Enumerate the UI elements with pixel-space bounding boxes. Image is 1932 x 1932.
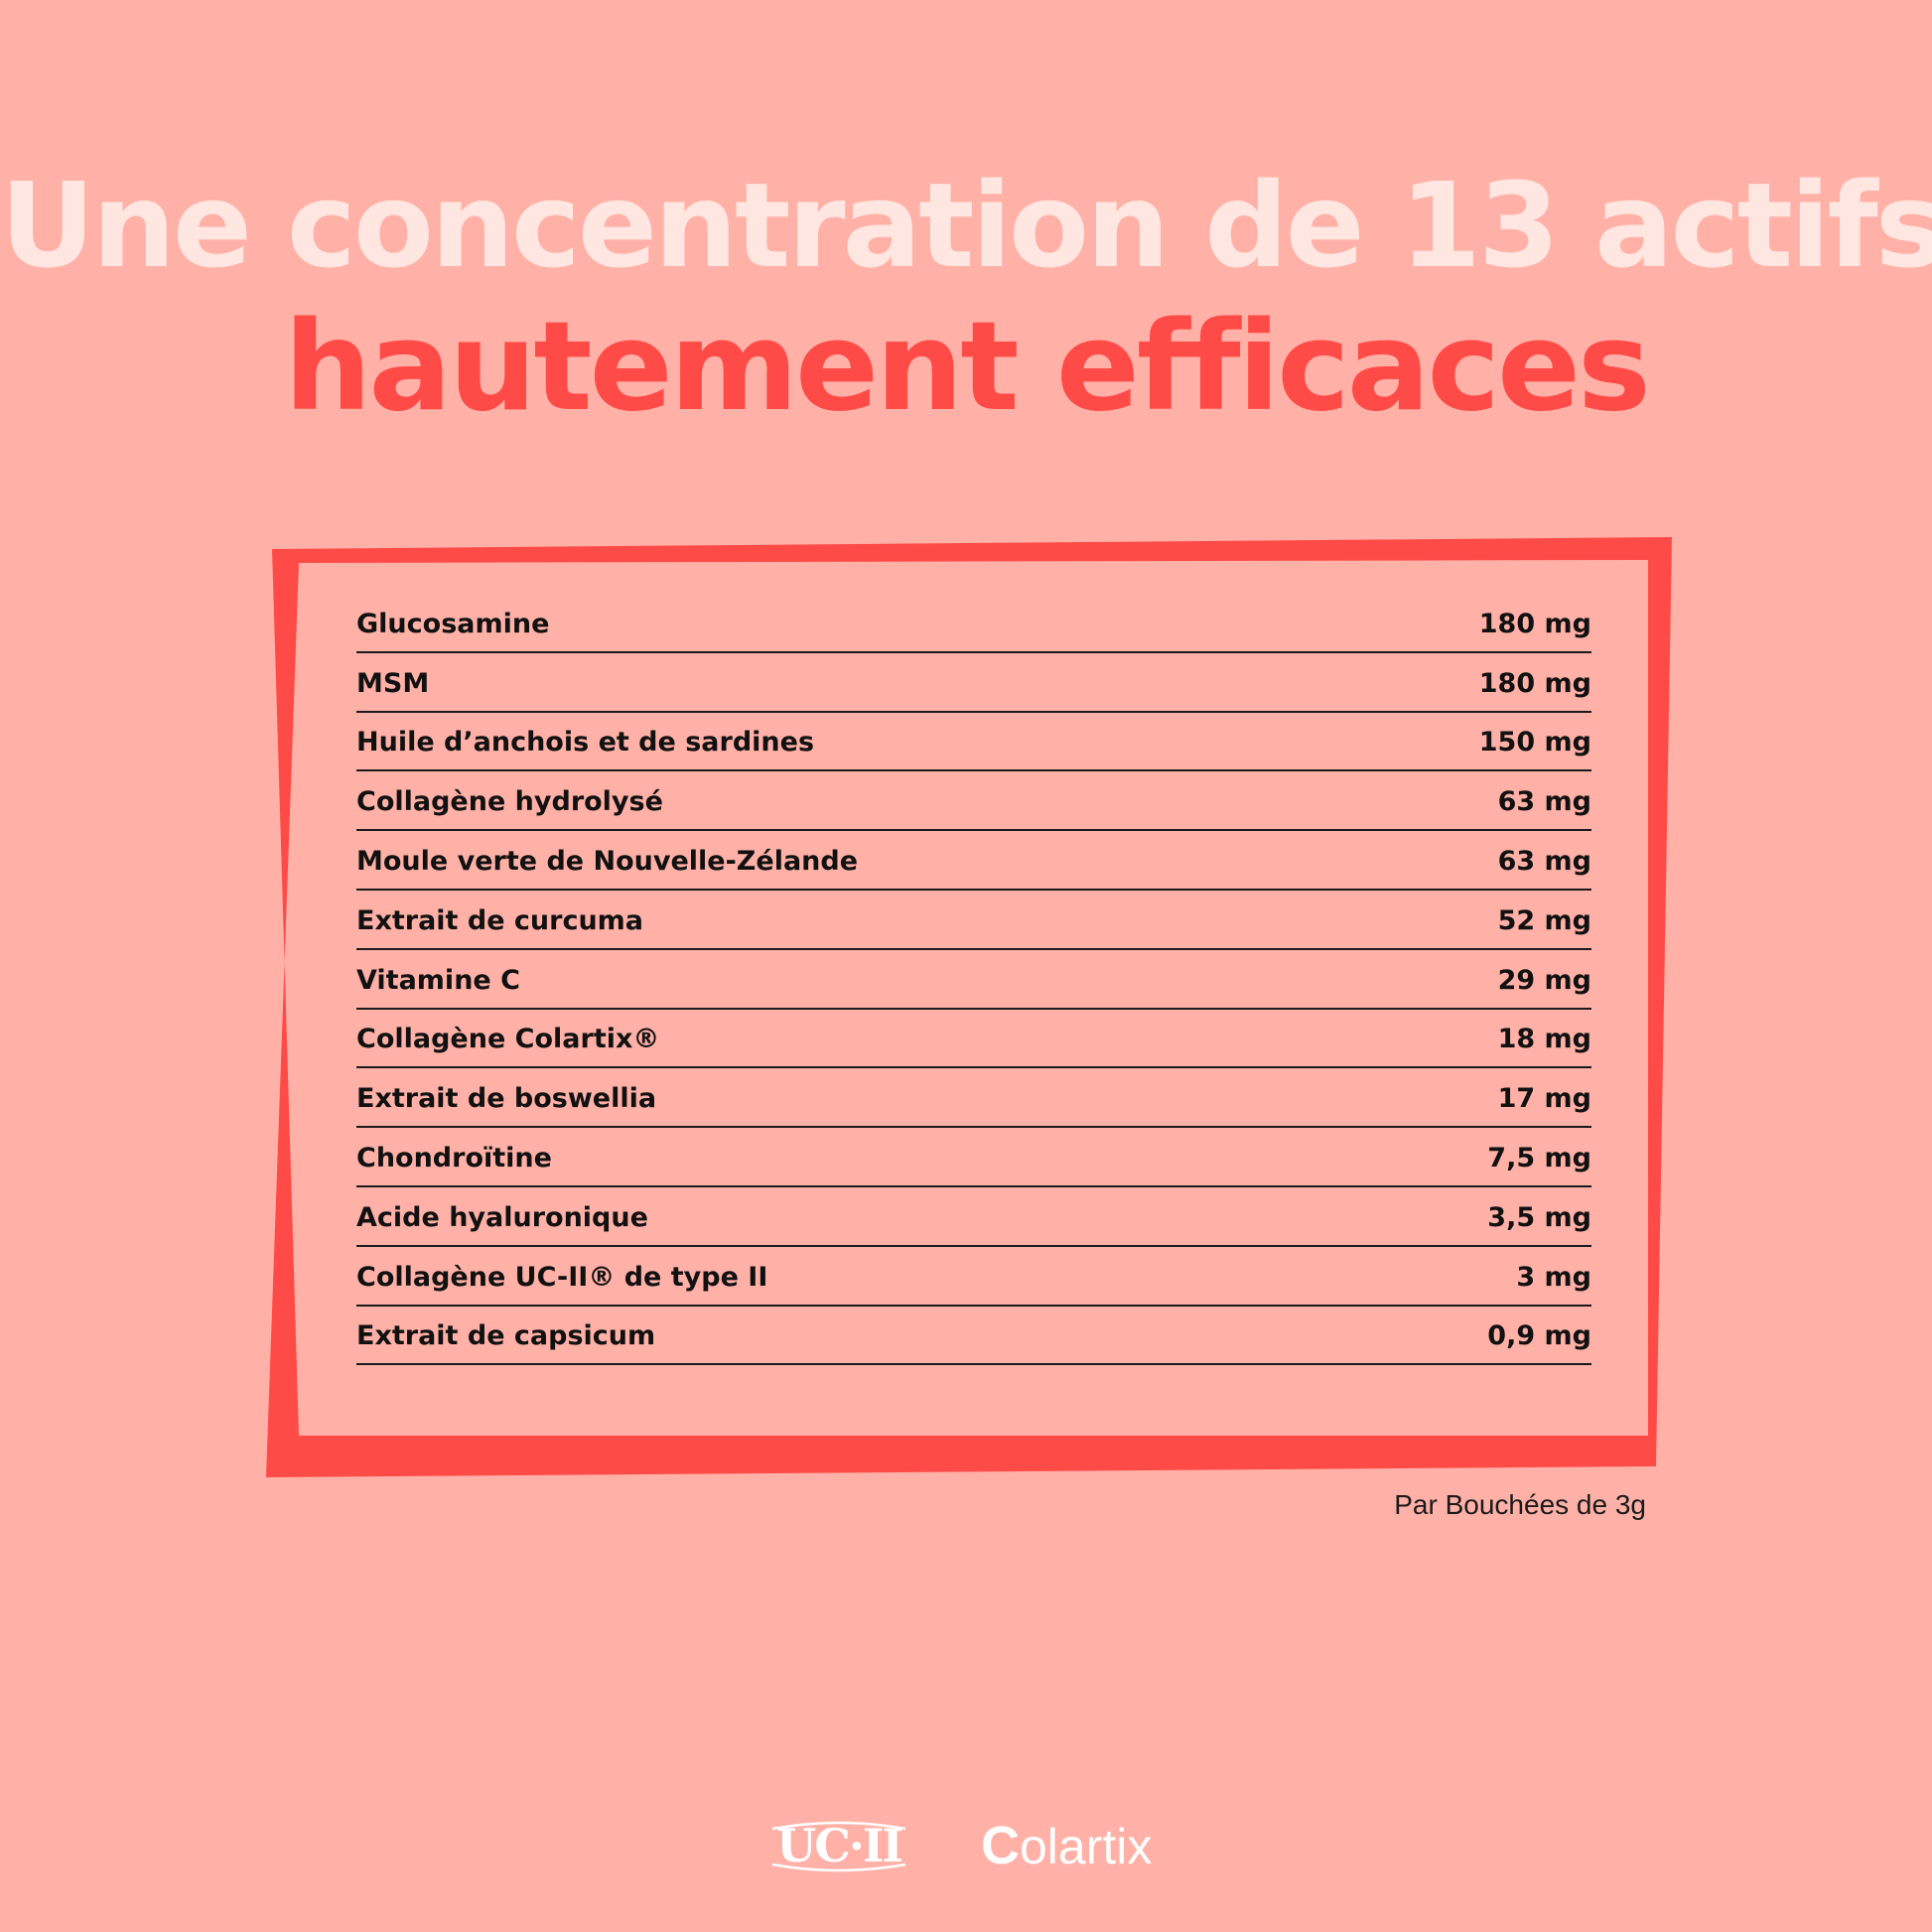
headline-line-2: hautement efficaces xyxy=(284,296,1651,439)
table-row: Vitamine C 29 mg xyxy=(356,950,1591,1010)
ingredient-amount: 7,5 mg xyxy=(1487,1142,1591,1173)
ingredient-amount: 3 mg xyxy=(1516,1261,1591,1293)
ingredient-name: Collagène Colartix® xyxy=(356,1024,660,1055)
table-row: Collagène Colartix® 18 mg xyxy=(356,1010,1591,1069)
ingredient-name: Vitamine C xyxy=(356,964,520,996)
table-row: Acide hyaluronique 3,5 mg xyxy=(356,1187,1591,1247)
ingredient-amount: 0,9 mg xyxy=(1487,1320,1591,1352)
ingredient-amount: 180 mg xyxy=(1478,608,1591,639)
ingredient-name: Glucosamine xyxy=(356,608,550,639)
ingredient-amount: 3,5 mg xyxy=(1487,1201,1591,1233)
ingredient-name: Moule verte de Nouvelle-Zélande xyxy=(356,845,859,877)
table-row: Collagène hydrolysé 63 mg xyxy=(356,771,1591,832)
ingredient-name: Huile d’anchois et de sardines xyxy=(356,727,815,759)
ingredient-amount: 63 mg xyxy=(1497,786,1591,818)
ingredient-name: Extrait de boswellia xyxy=(356,1083,657,1115)
colartix-logo-rest: olartix xyxy=(1020,1819,1153,1874)
ingredient-amount: 17 mg xyxy=(1497,1083,1591,1115)
ingredient-name: Extrait de curcuma xyxy=(356,904,644,936)
ucii-logo-swoosh-icon xyxy=(771,1821,906,1872)
table-row: Extrait de capsicum 0,9 mg xyxy=(356,1307,1591,1366)
ingredient-name: Collagène UC-II® de type II xyxy=(356,1261,768,1293)
table-row: Moule verte de Nouvelle-Zélande 63 mg xyxy=(356,831,1591,891)
colartix-logo-initial: C xyxy=(981,1816,1020,1875)
ingredient-name: Chondroïtine xyxy=(356,1142,552,1173)
ingredient-amount: 150 mg xyxy=(1478,727,1591,759)
ingredient-name: Extrait de capsicum xyxy=(356,1320,656,1352)
ingredient-name: Acide hyaluronique xyxy=(356,1201,648,1233)
ingredient-amount: 63 mg xyxy=(1497,845,1591,877)
ingredient-name: MSM xyxy=(356,667,430,699)
table-row: MSM 180 mg xyxy=(356,653,1591,713)
colartix-logo: Colartix xyxy=(981,1815,1152,1876)
ingredient-amount: 52 mg xyxy=(1497,904,1591,936)
table-row: Collagène UC-II® de type II 3 mg xyxy=(356,1247,1591,1307)
table-row: Chondroïtine 7,5 mg xyxy=(356,1128,1591,1187)
headline-line-1: Une concentration de 13 actifs xyxy=(0,157,1932,294)
ingredients-table: Glucosamine 180 mg MSM 180 mg Huile d’anch… xyxy=(356,594,1591,1366)
ingredient-name: Collagène hydrolysé xyxy=(356,786,663,818)
ingredient-amount: 18 mg xyxy=(1497,1024,1591,1055)
ingredient-amount: 180 mg xyxy=(1478,667,1591,699)
ingredient-amount: 29 mg xyxy=(1497,964,1591,996)
ucii-logo-text: UC·II xyxy=(776,1819,903,1872)
table-row: Extrait de boswellia 17 mg xyxy=(356,1068,1591,1129)
serving-footnote: Par Bouchées de 3g xyxy=(1394,1489,1646,1520)
table-row: Huile d’anchois et de sardines 150 mg xyxy=(356,713,1591,772)
ucii-logo: UC·II xyxy=(764,1815,913,1874)
table-row: Glucosamine 180 mg xyxy=(356,594,1591,653)
table-row: Extrait de curcuma 52 mg xyxy=(356,891,1591,950)
